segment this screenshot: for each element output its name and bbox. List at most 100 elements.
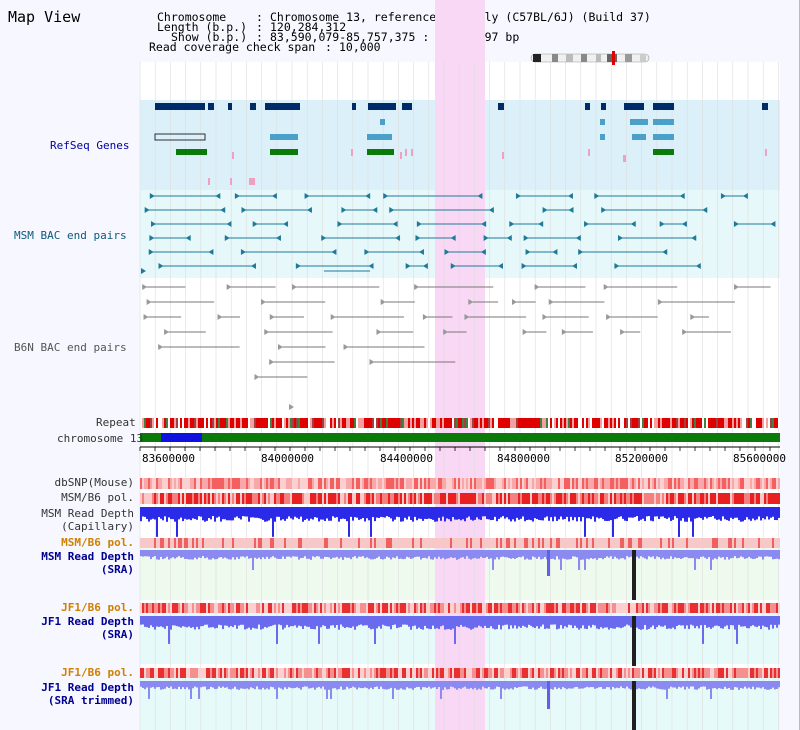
repeat-segment [142, 418, 144, 428]
track-label-jf1-pol-2[interactable]: JF1/B6 pol. [61, 666, 134, 679]
heat-strip-cell [446, 493, 448, 504]
depth-bar [568, 550, 570, 560]
track-label-chromosome[interactable]: chromosome 13 [57, 432, 144, 445]
track-label-msm-depth-cap[interactable]: MSM Read Depth [41, 507, 134, 520]
heat-strip-cell [754, 493, 756, 504]
depth-bar [348, 550, 350, 558]
heat-strip-cell [600, 538, 602, 548]
depth-bar [222, 507, 224, 520]
bac-end [497, 263, 503, 269]
bac-end [240, 249, 246, 255]
track-label-dbsnp[interactable]: dbSNP(Mouse) [54, 476, 134, 489]
depth-bar [506, 616, 508, 625]
depth-bar [584, 616, 586, 629]
heat-strip-cell [454, 668, 456, 678]
repeat-segment [646, 418, 648, 428]
heat-strip-cell [704, 603, 706, 613]
refseq-minor [405, 149, 407, 156]
depth-bar [250, 507, 252, 518]
depth-bar [164, 681, 166, 689]
heat-strip-cell [778, 493, 780, 504]
track-label-refseq[interactable]: RefSeq Genes [50, 139, 130, 152]
track-label-msm-depth-sra[interactable]: MSM Read Depth [41, 550, 134, 563]
heat-strip-cell [350, 603, 352, 613]
track-label-msm-pol-2[interactable]: MSM/B6 pol. [61, 536, 134, 549]
heat-strip-cell [452, 668, 454, 678]
depth-bar [480, 550, 482, 557]
depth-bar [708, 616, 710, 628]
track-label-repeat[interactable]: Repeat [96, 416, 136, 429]
heat-strip-cell [164, 478, 166, 489]
depth-bar [282, 507, 284, 520]
depth-bar [414, 550, 416, 558]
heat-strip-cell [558, 493, 560, 504]
bac-end [380, 299, 386, 305]
depth-bar [774, 507, 776, 521]
refseq-gene [585, 103, 590, 110]
depth-bar [510, 681, 512, 689]
depth-bar [612, 550, 614, 559]
depth-bar [146, 681, 148, 688]
depth-bar [752, 507, 754, 519]
heat-strip-cell [298, 538, 300, 548]
repeat-segment [586, 418, 588, 428]
track-label-jf1-depth[interactable]: JF1 Read Depth [41, 615, 134, 628]
depth-bar [360, 507, 362, 520]
depth-bar [420, 550, 422, 560]
heat-strip-cell [586, 493, 588, 504]
depth-bar [518, 616, 520, 627]
heat-strip-cell [364, 603, 366, 613]
depth-bar [640, 550, 642, 557]
heat-strip-cell [774, 668, 776, 678]
depth-bar [642, 616, 644, 630]
depth-bar [196, 616, 198, 627]
heat-strip-cell [408, 493, 410, 504]
heat-strip-cell [354, 538, 356, 548]
track-label-b6n-bac[interactable]: B6N BAC end pairs [14, 341, 127, 354]
refseq-gene [270, 134, 298, 140]
depth-bar [644, 550, 646, 559]
heat-strip-cell [358, 478, 360, 489]
track-label-msm-bac[interactable]: MSM BAC end pairs [14, 229, 127, 242]
repeat-segment [704, 418, 706, 428]
heat-strip-cell [152, 603, 154, 613]
heat-strip-cell [166, 493, 168, 504]
depth-bar [376, 616, 378, 629]
depth-bar [492, 616, 494, 629]
depth-bar [752, 616, 754, 626]
heat-strip-cell [218, 668, 220, 678]
repeat-segment [228, 418, 230, 428]
depth-bar [162, 550, 164, 560]
depth-bar [354, 616, 356, 630]
heat-strip-cell [502, 493, 504, 504]
bac-end [283, 221, 289, 227]
depth-bar [736, 616, 738, 644]
heat-strip-cell [404, 538, 406, 548]
repeat-segment [636, 418, 638, 428]
repeat-segment [152, 418, 154, 428]
heat-strip-cell [640, 538, 642, 548]
track-label-msm-pol[interactable]: MSM/B6 pol. [61, 491, 134, 504]
heat-strip-cell [296, 478, 298, 489]
heat-strip-cell [518, 493, 520, 504]
track-label-jf1-pol[interactable]: JF1/B6 pol. [61, 601, 134, 614]
track-label-jf1-trim[interactable]: JF1 Read Depth [41, 681, 134, 694]
heat-strip-cell [548, 538, 550, 548]
heat-strip-cell [312, 493, 314, 504]
depth-spike [632, 550, 636, 600]
heat-strip-cell [428, 668, 430, 678]
heat-strip-cell [554, 493, 556, 504]
heat-strip-cell [462, 538, 464, 548]
heat-strip-cell [284, 478, 286, 489]
heat-strip-cell [234, 478, 236, 489]
repeat-segment [472, 418, 474, 428]
depth-bar [422, 507, 424, 521]
repeat-segment [728, 418, 730, 428]
heat-strip-cell [662, 538, 664, 548]
heat-strip-cell [602, 478, 604, 489]
depth-bar [668, 681, 670, 689]
heat-strip-cell [762, 538, 764, 548]
heat-strip-cell [598, 668, 600, 678]
heat-strip-cell [314, 538, 316, 548]
